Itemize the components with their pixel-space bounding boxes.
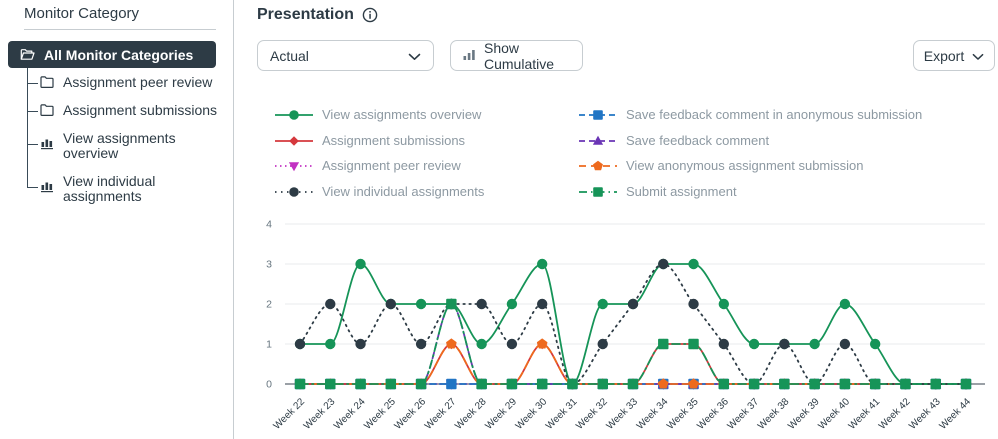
svg-text:Week 31: Week 31: [544, 396, 580, 432]
legend-item[interactable]: View assignments overview: [274, 107, 481, 122]
series-3: [294, 258, 972, 390]
legend-swatch-icon: [579, 160, 617, 170]
sidebar-item-assignment-peer-review[interactable]: Assignment peer review: [40, 75, 218, 90]
legend-label: View anonymous assignment submission: [626, 158, 864, 173]
series-0: [294, 258, 972, 390]
svg-text:Week 30: Week 30: [514, 396, 550, 432]
legend-swatch-icon: [275, 161, 313, 171]
sidebar-item-label: Assignment submissions: [63, 102, 218, 118]
select-value: Actual: [270, 47, 309, 64]
legend-item[interactable]: Assignment submissions: [274, 133, 465, 148]
legend-item[interactable]: Assignment peer review: [274, 158, 461, 173]
svg-text:Week 44: Week 44: [938, 396, 974, 432]
svg-text:Week 36: Week 36: [695, 396, 731, 432]
sidebar-item-label: All Monitor Categories: [44, 46, 194, 63]
svg-text:Week 25: Week 25: [362, 396, 398, 432]
svg-text:Week 22: Week 22: [272, 396, 308, 432]
svg-text:Week 40: Week 40: [816, 396, 852, 432]
folder-icon: [40, 75, 54, 88]
legend-swatch-icon: [275, 135, 313, 146]
svg-text:0: 0: [266, 379, 272, 391]
button-label: Export: [923, 47, 965, 64]
legend-item[interactable]: Save feedback comment: [578, 133, 769, 148]
svg-text:2: 2: [266, 299, 272, 311]
folder-icon: [40, 103, 54, 116]
svg-text:Week 34: Week 34: [635, 396, 671, 432]
svg-text:Week 42: Week 42: [877, 396, 913, 432]
legend-item[interactable]: Submit assignment: [578, 184, 737, 199]
mini-bar-chart-icon: [463, 47, 476, 64]
presentation-header: Presentation: [257, 6, 378, 24]
sidebar-item-all-monitor-categories[interactable]: All Monitor Categories: [8, 41, 216, 68]
legend-label: Save feedback comment: [626, 133, 770, 148]
chevron-down-icon: [408, 48, 421, 64]
svg-text:Week 24: Week 24: [332, 396, 368, 432]
legend-item[interactable]: Save feedback comment in anonymous submi…: [578, 107, 922, 122]
sidebar-item-view-assignments-overview[interactable]: View assignments overview: [40, 131, 218, 161]
svg-text:Week 26: Week 26: [393, 396, 429, 432]
sidebar-item-label: View assignments overview: [63, 130, 176, 161]
svg-text:4: 4: [266, 219, 272, 231]
bar-chart-icon: [40, 180, 54, 193]
sidebar-item-assignment-submissions[interactable]: Assignment submissions: [40, 103, 218, 118]
svg-text:1: 1: [266, 339, 272, 351]
svg-text:Week 28: Week 28: [453, 396, 489, 432]
export-button[interactable]: Export: [913, 40, 995, 71]
legend-swatch-icon: [275, 186, 313, 197]
svg-text:Week 32: Week 32: [574, 396, 610, 432]
svg-text:Week 39: Week 39: [786, 396, 822, 432]
chevron-down-icon: [972, 48, 984, 64]
legend-swatch-icon: [579, 186, 617, 197]
svg-text:Week 23: Week 23: [302, 396, 338, 432]
page-title: Presentation: [257, 6, 354, 23]
sidebar-main-divider: [233, 0, 234, 439]
tree-connector-line: [27, 68, 28, 187]
legend-label: Submit assignment: [626, 184, 737, 199]
sidebar-title: Monitor Category: [24, 5, 140, 22]
folder-open-icon: [20, 48, 35, 61]
legend-item[interactable]: View individual assignments: [274, 184, 484, 199]
legend-item[interactable]: View anonymous assignment submission: [578, 158, 864, 173]
svg-text:3: 3: [266, 259, 272, 271]
series-7: [294, 298, 972, 390]
legend-swatch-icon: [579, 109, 617, 120]
info-icon[interactable]: [362, 7, 378, 23]
sidebar-item-label: Assignment peer review: [63, 74, 213, 90]
legend-label: Save feedback comment in anonymous submi…: [626, 107, 923, 122]
bar-chart-icon: [40, 137, 54, 150]
svg-text:Week 37: Week 37: [726, 396, 762, 432]
show-cumulative-button[interactable]: Show Cumulative: [450, 39, 583, 72]
sidebar-divider: [24, 29, 216, 30]
svg-text:Week 27: Week 27: [423, 396, 459, 432]
monitor-category-sidebar: Monitor Category All Monitor Categories …: [0, 0, 233, 439]
legend-swatch-icon: [275, 109, 313, 120]
button-label: Show Cumulative: [484, 39, 555, 72]
sidebar-item-view-individual-assignments[interactable]: View individual assignments: [40, 174, 218, 204]
series-5: [294, 298, 972, 389]
legend-label: Assignment peer review: [322, 158, 461, 173]
svg-text:Week 41: Week 41: [847, 396, 883, 432]
svg-text:Week 38: Week 38: [756, 396, 792, 432]
legend-label: Assignment submissions: [322, 133, 466, 148]
svg-text:Week 33: Week 33: [605, 396, 641, 432]
legend-label: View individual assignments: [322, 184, 485, 199]
presentation-mode-select[interactable]: Actual: [257, 40, 434, 71]
legend-label: View assignments overview: [322, 107, 482, 122]
svg-text:Week 35: Week 35: [665, 396, 701, 432]
svg-text:Week 43: Week 43: [907, 396, 943, 432]
legend-swatch-icon: [579, 135, 617, 145]
sidebar-item-label: View individual assignments: [63, 173, 156, 204]
activity-chart-container: 0 1 2 3 4 Week 22 Week 23 Week 24 Week 25 Week 26…: [240, 210, 998, 439]
svg-text:Week 29: Week 29: [483, 396, 519, 432]
